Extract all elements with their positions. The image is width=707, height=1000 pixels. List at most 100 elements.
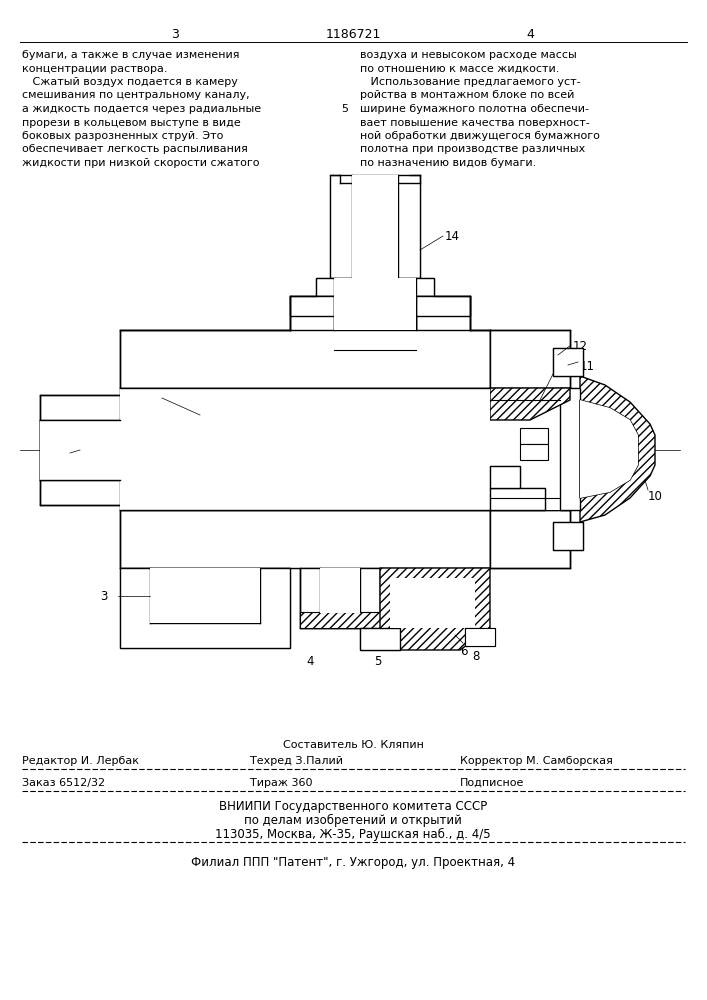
Bar — [416, 296, 470, 350]
Polygon shape — [380, 568, 490, 650]
Bar — [40, 420, 120, 480]
Polygon shape — [580, 400, 638, 498]
Bar — [390, 578, 475, 628]
Text: а жидкость подается через радиальные: а жидкость подается через радиальные — [22, 104, 261, 114]
Text: вает повышение качества поверхност-: вает повышение качества поверхност- — [360, 117, 590, 127]
Text: 4: 4 — [306, 655, 314, 668]
Text: ширине бумажного полотна обеспечи-: ширине бумажного полотна обеспечи- — [360, 104, 589, 114]
Bar — [122, 390, 488, 508]
Text: концентрации раствора.: концентрации раствора. — [22, 64, 168, 74]
Bar — [120, 510, 490, 568]
Text: Сжатый воздух подается в камеру: Сжатый воздух подается в камеру — [22, 77, 238, 87]
Text: ройства в монтажном блоке по всей: ройства в монтажном блоке по всей — [360, 91, 574, 101]
Polygon shape — [580, 400, 638, 498]
Polygon shape — [490, 388, 570, 420]
Bar — [300, 612, 380, 628]
Text: Составитель Ю. Кляпин: Составитель Ю. Кляпин — [283, 740, 423, 750]
Bar — [40, 395, 120, 505]
Bar — [398, 183, 420, 278]
Bar — [120, 330, 490, 388]
Text: боковых разрозненных струй. Это: боковых разрозненных струй. Это — [22, 131, 223, 141]
Text: 8: 8 — [472, 650, 479, 663]
Text: 3: 3 — [100, 590, 107, 603]
Polygon shape — [580, 376, 655, 522]
Text: 5: 5 — [374, 655, 382, 668]
Bar — [290, 296, 470, 316]
Bar — [520, 444, 548, 460]
Text: 1: 1 — [145, 392, 153, 405]
Text: 113035, Москва, Ж-35, Раушская наб., д. 4/5: 113035, Москва, Ж-35, Раушская наб., д. … — [215, 828, 491, 841]
Bar — [352, 175, 398, 278]
Text: 7: 7 — [487, 492, 494, 505]
Bar — [360, 628, 400, 650]
Bar — [120, 388, 490, 510]
Text: 3: 3 — [171, 28, 179, 41]
Text: ВНИИПИ Государственного комитета СССР: ВНИИПИ Государственного комитета СССР — [219, 800, 487, 813]
Text: по делам изобретений и открытий: по делам изобретений и открытий — [244, 814, 462, 827]
Bar — [553, 522, 583, 550]
Text: воздуха и невысоком расходе массы: воздуха и невысоком расходе массы — [360, 50, 577, 60]
Text: бумаги, а также в случае изменения: бумаги, а также в случае изменения — [22, 50, 240, 60]
Text: по отношению к массе жидкости.: по отношению к массе жидкости. — [360, 64, 559, 74]
Bar — [150, 568, 260, 623]
Bar — [465, 628, 495, 646]
Text: полотна при производстве различных: полотна при производстве различных — [360, 144, 585, 154]
Text: 6: 6 — [460, 645, 467, 658]
Bar — [553, 522, 583, 550]
Bar — [120, 330, 490, 388]
Bar — [334, 278, 416, 296]
Bar — [40, 395, 120, 505]
Bar — [490, 510, 570, 568]
Text: прорези в кольцевом выступе в виде: прорези в кольцевом выступе в виде — [22, 117, 241, 127]
Bar — [553, 348, 583, 376]
Text: 12: 12 — [573, 340, 588, 353]
Bar — [490, 510, 570, 568]
Text: 10: 10 — [648, 490, 663, 503]
Text: 5: 5 — [341, 104, 349, 114]
Bar — [120, 510, 490, 568]
Text: 13: 13 — [555, 370, 570, 383]
Text: Тираж 360: Тираж 360 — [250, 778, 312, 788]
Bar — [416, 296, 470, 350]
Text: смешивания по центральному каналу,: смешивания по центральному каналу, — [22, 91, 250, 101]
Bar — [330, 183, 352, 278]
Bar — [553, 348, 583, 376]
Bar — [300, 568, 380, 628]
Text: по назначению видов бумаги.: по назначению видов бумаги. — [360, 158, 536, 168]
Text: 14: 14 — [445, 230, 460, 243]
Bar — [320, 568, 360, 613]
Bar — [560, 388, 580, 510]
Text: ной обработки движущегося бумажного: ной обработки движущегося бумажного — [360, 131, 600, 141]
Bar — [360, 628, 400, 650]
Bar — [490, 466, 520, 488]
Bar — [290, 296, 340, 350]
Bar — [490, 488, 545, 510]
Bar — [465, 628, 495, 646]
Bar — [316, 278, 434, 296]
Text: Заказ 6512/32: Заказ 6512/32 — [22, 778, 105, 788]
Text: Использование предлагаемого уст-: Использование предлагаемого уст- — [360, 77, 580, 87]
Text: Редактор И. Лербак: Редактор И. Лербак — [22, 756, 139, 766]
Bar — [490, 330, 570, 388]
Text: 15: 15 — [580, 395, 595, 408]
Bar — [334, 296, 416, 330]
Bar — [490, 388, 570, 510]
Text: Подписное: Подписное — [460, 778, 525, 788]
Bar — [300, 568, 380, 628]
Bar — [120, 568, 290, 648]
Text: 1186721: 1186721 — [325, 28, 380, 41]
Bar — [490, 466, 520, 488]
Bar — [290, 296, 470, 316]
Text: 2: 2 — [50, 450, 57, 463]
Bar — [520, 428, 548, 444]
Text: 9: 9 — [530, 508, 537, 521]
Text: Корректор М. Самборская: Корректор М. Самборская — [460, 756, 613, 766]
Bar — [290, 296, 340, 350]
Text: Филиал ППП "Патент", г. Ужгород, ул. Проектная, 4: Филиал ППП "Патент", г. Ужгород, ул. Про… — [191, 856, 515, 869]
Bar — [490, 330, 570, 388]
Text: обеспечивает легкость распыливания: обеспечивает легкость распыливания — [22, 144, 248, 154]
Bar — [316, 278, 434, 296]
Bar — [120, 388, 490, 510]
Text: 4: 4 — [526, 28, 534, 41]
Bar — [560, 388, 580, 510]
